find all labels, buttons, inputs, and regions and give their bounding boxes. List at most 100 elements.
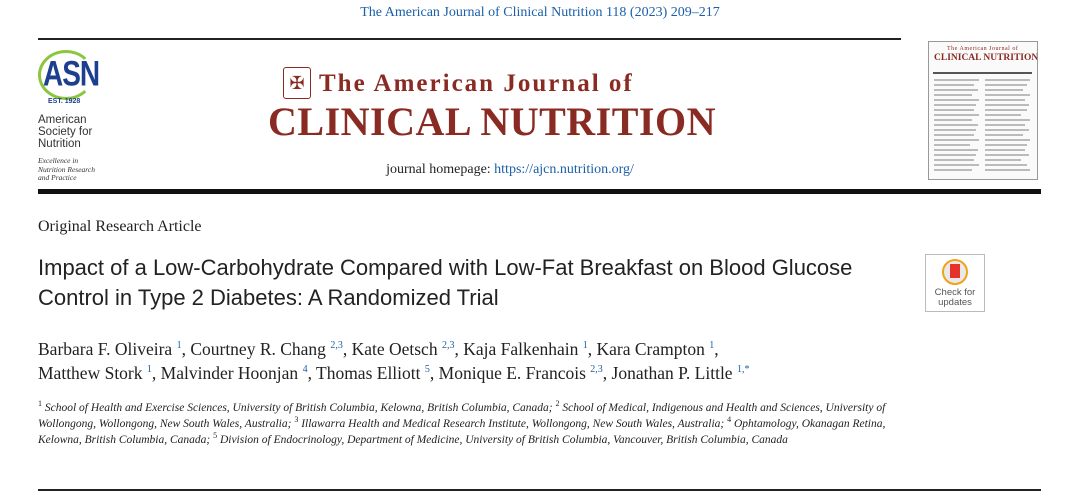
society-name: American Society for Nutrition bbox=[38, 114, 148, 150]
author-name[interactable]: Thomas Elliott bbox=[316, 363, 421, 383]
cover-text-line bbox=[934, 169, 972, 171]
affiliations: 1 School of Health and Exercise Sciences… bbox=[38, 400, 908, 448]
society-name-line: Nutrition bbox=[38, 138, 81, 150]
society-name-line: American bbox=[38, 114, 87, 126]
asn-logo: ASN EST. 1928 American Society for Nutri… bbox=[38, 50, 138, 182]
cover-text-line bbox=[985, 119, 1030, 121]
check-updates-line: updates bbox=[938, 297, 972, 308]
cover-text-line bbox=[934, 129, 976, 131]
asn-ring-graphic bbox=[38, 50, 94, 100]
header-bottom-rule bbox=[38, 189, 1041, 194]
cover-text-line bbox=[934, 119, 972, 121]
society-tagline: Excellence in Nutrition Research and Pra… bbox=[38, 156, 148, 183]
tagline-line: Nutrition Research bbox=[38, 164, 96, 174]
author-name[interactable]: Kara Crampton bbox=[596, 339, 705, 359]
author-affiliation-ref[interactable]: 1 bbox=[582, 340, 588, 351]
cover-text-line bbox=[985, 109, 1027, 111]
affiliation-text: Division of Endocrinology, Department of… bbox=[217, 434, 788, 446]
journal-title-line2: CLINICAL NUTRITION bbox=[268, 99, 716, 144]
affiliation-number: 1 bbox=[38, 399, 42, 408]
author-name[interactable]: Barbara F. Oliveira bbox=[38, 339, 173, 359]
header-top-rule bbox=[38, 38, 901, 40]
author-affiliation-ref[interactable]: 1,* bbox=[736, 364, 750, 375]
cover-text-line bbox=[934, 154, 976, 156]
cover-text-line bbox=[934, 144, 970, 146]
author-name[interactable]: Malvinder Hoonjan bbox=[160, 363, 299, 383]
tagline-line: Excellence in bbox=[38, 156, 79, 165]
cover-text-line bbox=[985, 79, 1030, 81]
author-name[interactable]: Jonathan P. Little bbox=[611, 363, 733, 383]
asn-logo-mark: ASN bbox=[38, 50, 100, 100]
cover-text-line bbox=[934, 99, 979, 101]
author-separator: , bbox=[587, 339, 597, 359]
cover-text-line bbox=[985, 84, 1027, 86]
check-for-updates-button[interactable]: Check for updates bbox=[925, 254, 985, 312]
author-name[interactable]: Monique E. Francois bbox=[438, 363, 586, 383]
author-affiliation-ref[interactable]: 5 bbox=[424, 364, 430, 375]
author-affiliation-ref[interactable]: 1 bbox=[146, 364, 152, 375]
journal-crest-icon: ✠ bbox=[283, 67, 311, 99]
author-name[interactable]: Courtney R. Chang bbox=[190, 339, 326, 359]
affiliation-text: School of Medical, Indigenous and Health… bbox=[38, 402, 886, 430]
author-separator: , bbox=[454, 339, 464, 359]
author-name[interactable]: Matthew Stork bbox=[38, 363, 143, 383]
cover-text-line bbox=[934, 124, 978, 126]
cover-divider bbox=[933, 72, 1032, 74]
cover-title-small: The American Journal of bbox=[947, 46, 1019, 52]
asn-established: EST. 1928 bbox=[48, 98, 81, 105]
cover-text-line bbox=[985, 164, 1027, 166]
author-affiliation-ref[interactable]: 2,3 bbox=[590, 364, 603, 375]
cover-text-line bbox=[985, 144, 1027, 146]
cover-title-large: CLINICAL NUTRITION bbox=[934, 53, 1038, 63]
cover-text-line bbox=[934, 164, 979, 166]
author-name[interactable]: Kaja Falkenhain bbox=[463, 339, 579, 359]
cover-text-line bbox=[985, 124, 1025, 126]
cover-text-line bbox=[985, 94, 1030, 96]
author-affiliation-ref[interactable]: 2,3 bbox=[441, 340, 455, 351]
asn-logo-text: ASN bbox=[43, 54, 100, 93]
cover-text-line bbox=[985, 169, 1030, 171]
author-separator: , bbox=[342, 339, 352, 359]
affiliation-text: Ophtamology, Okanagan Retina, Kelowna, B… bbox=[38, 418, 886, 446]
affiliation-number: 4 bbox=[727, 415, 732, 424]
cover-text-line bbox=[934, 84, 974, 86]
cover-text-line bbox=[934, 134, 974, 136]
cover-text-line bbox=[934, 149, 978, 151]
journal-masthead: ✠ The American Journal of CLINICAL NUTRI… bbox=[255, 60, 775, 177]
cover-text-line bbox=[934, 89, 978, 91]
society-name-line: Society for bbox=[38, 126, 93, 138]
journal-citation[interactable]: The American Journal of Clinical Nutriti… bbox=[360, 5, 720, 20]
homepage-label: journal homepage: bbox=[386, 162, 491, 177]
journal-homepage: journal homepage: https://ajcn.nutrition… bbox=[255, 162, 765, 178]
author-separator: , bbox=[714, 339, 719, 359]
author-separator: , bbox=[429, 363, 439, 383]
homepage-link[interactable]: https://ajcn.nutrition.org/ bbox=[494, 162, 634, 177]
cover-text-line bbox=[934, 94, 972, 96]
cover-text-line bbox=[985, 139, 1030, 141]
section-divider bbox=[38, 489, 1041, 491]
tagline-line: and Practice bbox=[38, 173, 77, 182]
author-list: Barbara F. Oliveira 1, Courtney R. Chang… bbox=[38, 337, 918, 385]
affiliation-number: 2 bbox=[555, 399, 560, 408]
cover-text-line bbox=[934, 79, 979, 81]
cover-text-line bbox=[985, 114, 1021, 116]
affiliation-number: 5 bbox=[213, 431, 218, 440]
affiliation-text: School of Health and Exercise Sciences, … bbox=[42, 402, 556, 414]
author-affiliation-ref[interactable]: 1 bbox=[176, 340, 182, 351]
author-name[interactable]: Kate Oetsch bbox=[351, 339, 438, 359]
journal-cover-thumbnail[interactable]: The American Journal of CLINICAL NUTRITI… bbox=[928, 41, 1038, 180]
author-affiliation-ref[interactable]: 1 bbox=[709, 340, 715, 351]
bookmark-icon bbox=[950, 264, 960, 278]
author-separator: , bbox=[181, 339, 191, 359]
author-separator: , bbox=[151, 363, 161, 383]
article-title: Impact of a Low-Carbohydrate Compared wi… bbox=[38, 255, 853, 310]
cover-text-line bbox=[985, 149, 1025, 151]
affiliation-text: Illawarra Health and Medical Research In… bbox=[298, 418, 728, 430]
check-updates-label: Check for updates bbox=[926, 288, 984, 308]
cover-text-line bbox=[985, 99, 1025, 101]
cover-text-line bbox=[934, 104, 976, 106]
author-affiliation-ref[interactable]: 4 bbox=[302, 364, 308, 375]
cover-text-line bbox=[934, 109, 974, 111]
cover-text-line bbox=[934, 159, 974, 161]
author-affiliation-ref[interactable]: 2,3 bbox=[330, 340, 343, 351]
